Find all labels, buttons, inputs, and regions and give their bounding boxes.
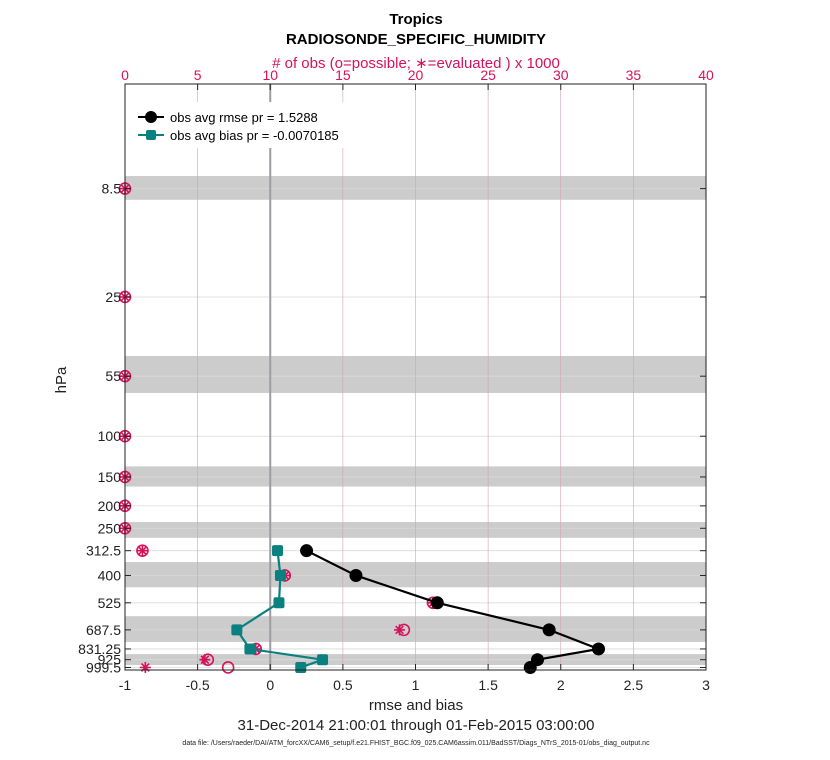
top-axis-label: # of obs (o=possible; ∗=evaluated ) x 10… <box>272 55 560 72</box>
y-tick-label-4: 150 <box>98 469 122 485</box>
top-tick-label-0: 0 <box>121 67 129 83</box>
series-0-point-2 <box>430 596 444 610</box>
y-tick-label-0: 8.5 <box>102 181 122 197</box>
top-tick-label-4: 20 <box>408 67 424 83</box>
y-tick-label-7: 312.5 <box>86 543 121 559</box>
series-1-point-0 <box>272 545 284 557</box>
x-tick-label-3: 0.5 <box>333 677 353 693</box>
series-0-point-1 <box>349 568 363 582</box>
obs-evaluated-marker-7 <box>136 545 148 557</box>
top-axis-ticks: 0 5 10 15 20 25 30 35 40 <box>121 67 714 83</box>
top-tick-label-6: 30 <box>553 67 569 83</box>
series-1-point-4 <box>244 643 256 655</box>
grid-lines <box>125 84 706 670</box>
x-tick-label-1: -0.5 <box>186 677 210 693</box>
series-1-point-6 <box>295 661 307 673</box>
y-tick-label-10: 687.5 <box>86 622 121 638</box>
chart-title: Tropics <box>389 11 442 28</box>
x-tick-label-2: 0 <box>266 677 274 693</box>
y-axis-label: hPa <box>53 366 70 393</box>
x-tick-label-7: 2.5 <box>624 677 644 693</box>
y-tick-label-1: 25 <box>105 289 121 305</box>
series-1-point-2 <box>273 597 285 609</box>
x-tick-label-4: 1 <box>412 677 420 693</box>
series-1-point-5 <box>317 654 329 666</box>
obs-evaluated-stroke-7-3 <box>138 546 147 556</box>
y-tick-label-2: 55 <box>105 368 121 384</box>
y-tick-label-3: 100 <box>98 428 122 444</box>
y-tick-label-9: 525 <box>98 595 122 611</box>
y-tick-label-5: 200 <box>98 498 122 514</box>
x-tick-label-8: 3 <box>702 677 710 693</box>
y-tick-label-11: 831.25 <box>78 641 121 657</box>
obs-evaluated-stroke-12-3 <box>200 655 210 665</box>
chart-subtitle: RADIOSONDE_SPECIFIC_HUMIDITY <box>286 31 546 48</box>
top-tick-label-3: 15 <box>335 67 351 83</box>
legend-bias-marker <box>146 130 156 140</box>
x-tick-label-5: 1.5 <box>478 677 498 693</box>
legend-box <box>130 102 368 148</box>
y-tick-label-12: 925 <box>98 652 122 668</box>
y-tick-label-13: 999.5 <box>86 659 121 675</box>
series-0-point-6 <box>523 660 537 674</box>
obs-evaluated-stroke-10-3 <box>395 625 404 635</box>
obs-evaluated-marker-12 <box>199 654 211 666</box>
y-tick-label-6: 250 <box>98 520 122 536</box>
top-tick-label-2: 10 <box>262 67 278 83</box>
obs-possible-marker-13 <box>221 661 235 674</box>
legend-bias-label: obs avg bias pr = -0.0070185 <box>170 128 339 143</box>
legend-rmse-marker <box>145 111 157 123</box>
top-tick-label-5: 25 <box>480 67 496 83</box>
x-tick-label-0: -1 <box>119 677 132 693</box>
x-tick-label-6: 2 <box>557 677 565 693</box>
series-0-point-0 <box>300 544 314 558</box>
top-tick-label-8: 40 <box>698 67 714 83</box>
x-axis-ticks: -1 -0.5 0 0.5 1 1.5 2 2.5 3 <box>119 84 710 693</box>
obs-evaluated-marker-13 <box>139 661 151 673</box>
y-axis-ticks: 8.5 25 55 100 150 200 250 312.5 400 525 687.5 831.2… <box>78 181 706 675</box>
series-1-point-3 <box>231 624 243 636</box>
date-range: 31-Dec-2014 21:00:01 through 01-Feb-2015… <box>238 717 595 734</box>
series-1-point-1 <box>274 569 286 581</box>
series-0-point-3 <box>542 623 556 637</box>
legend: obs avg rmse pr = 1.5288 obs avg bias pr… <box>130 102 368 148</box>
series-0-point-4 <box>592 642 606 656</box>
y-tick-label-8: 400 <box>98 567 122 583</box>
obs-evaluated-marker-10 <box>394 624 406 636</box>
top-tick-label-7: 35 <box>626 67 642 83</box>
data-file-note: data file: /Users/raeder/DAI/ATM_forcXX/… <box>182 740 650 747</box>
top-tick-label-1: 5 <box>194 67 202 83</box>
legend-rmse-label: obs avg rmse pr = 1.5288 <box>170 110 318 125</box>
x-axis-label: rmse and bias <box>369 697 463 714</box>
